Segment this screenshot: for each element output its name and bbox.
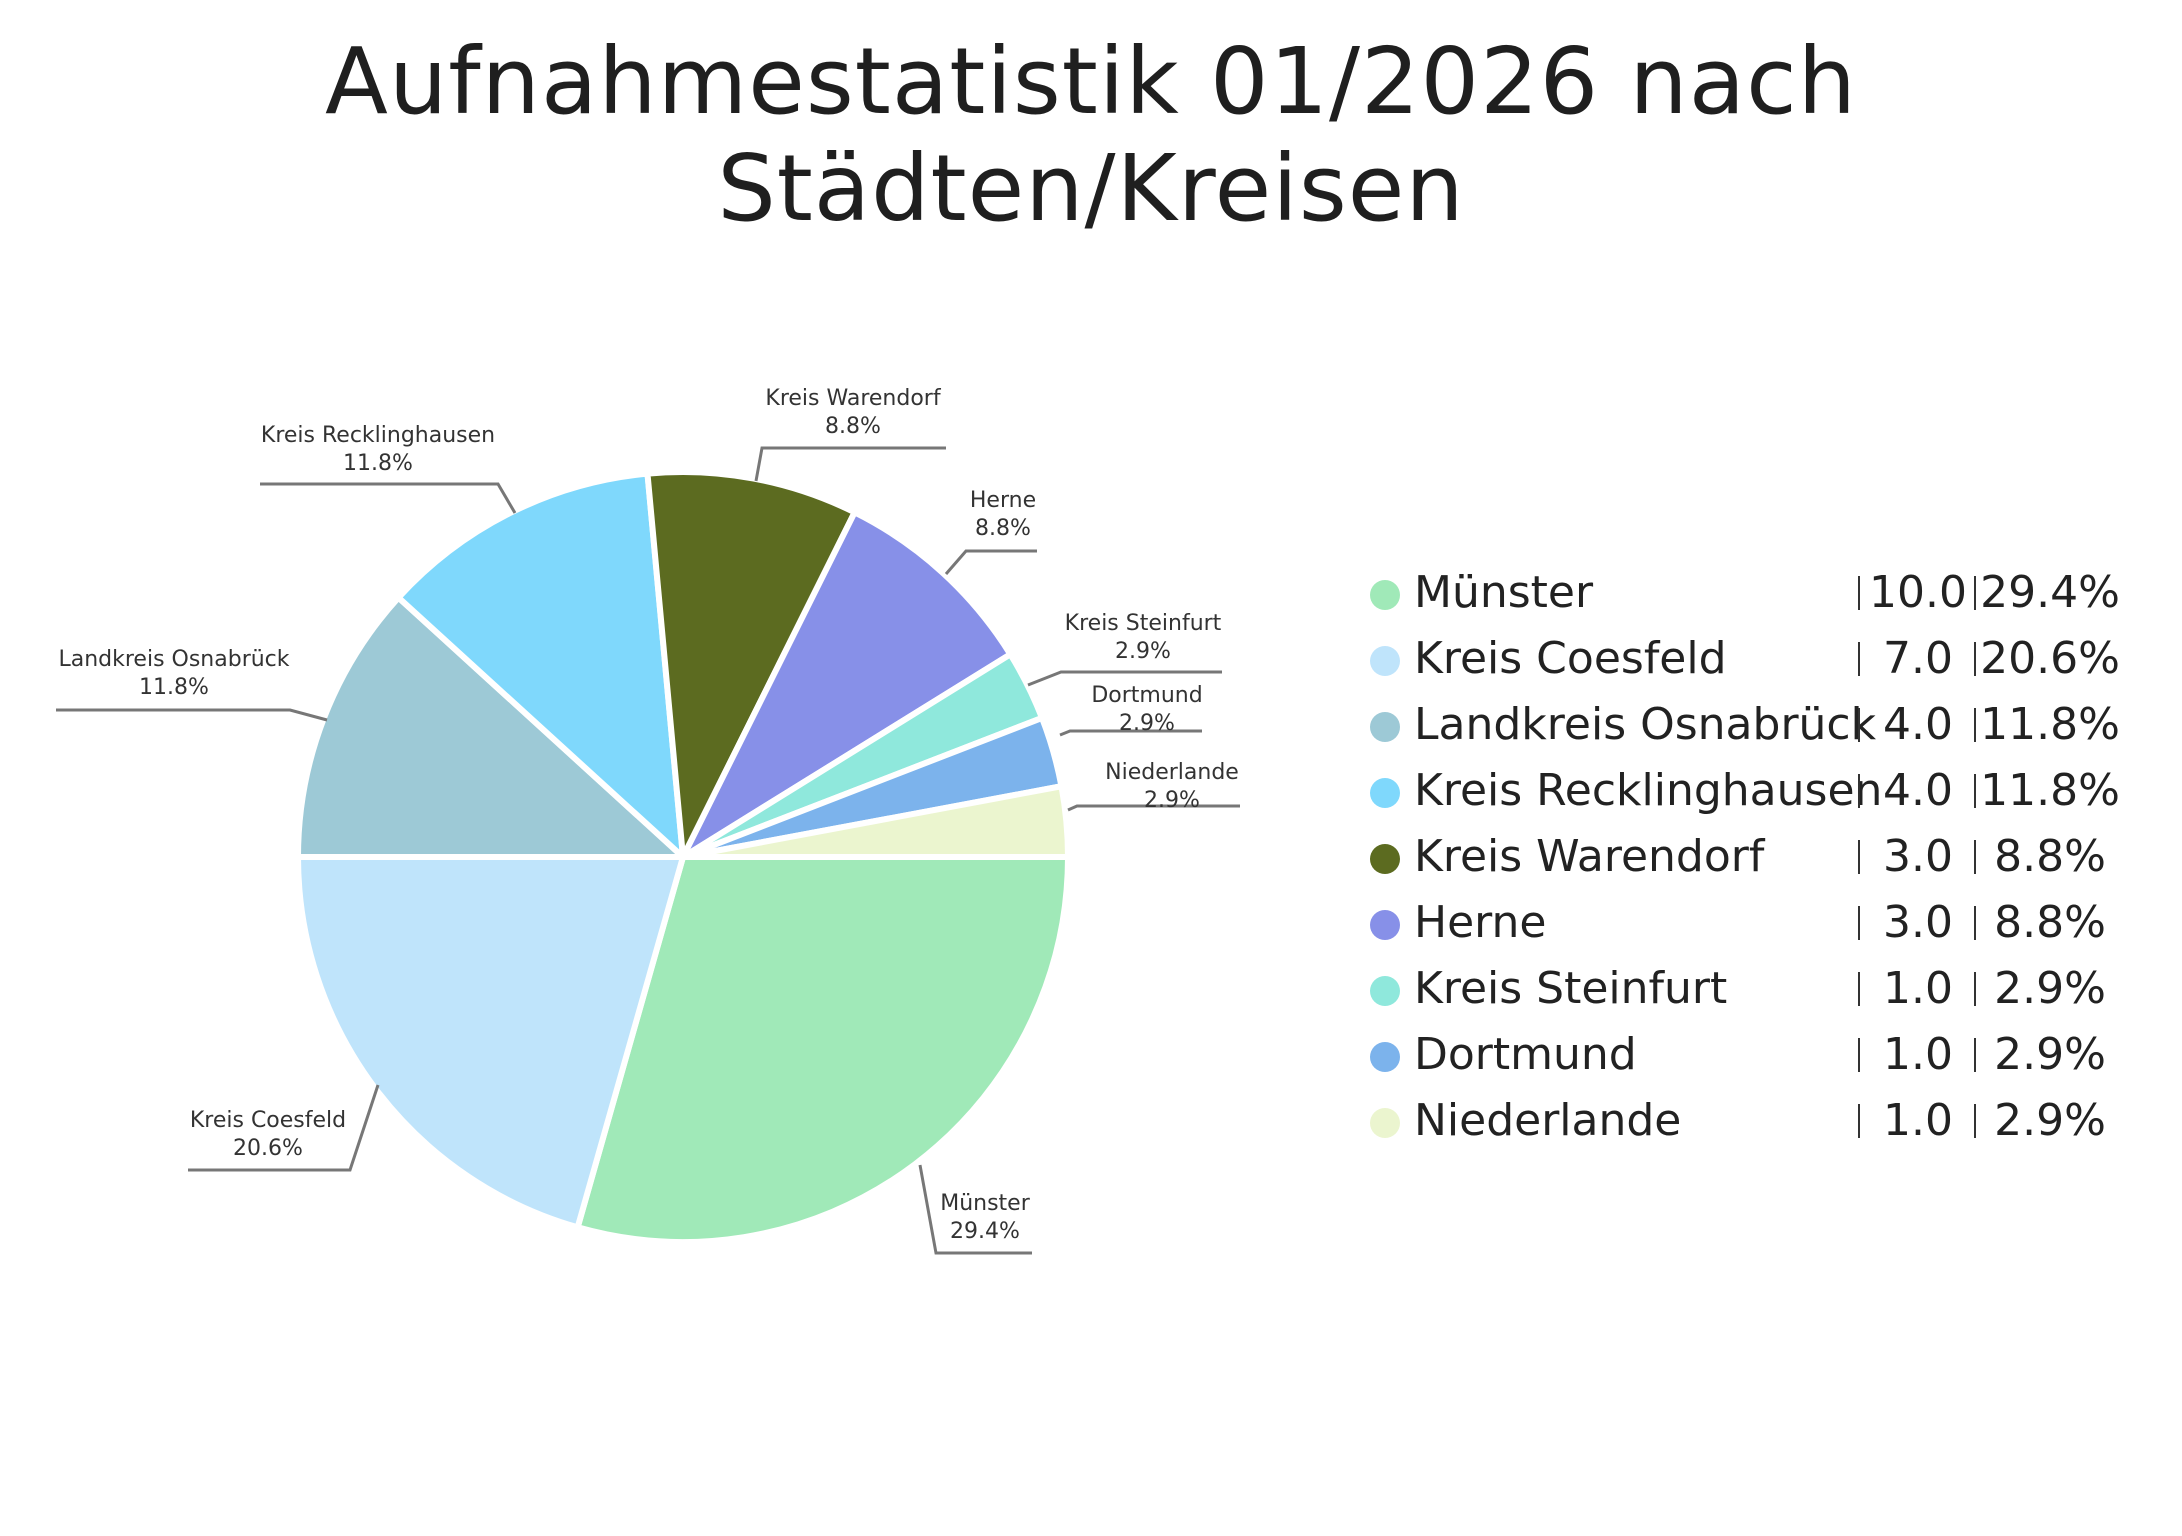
legend-label: Niederlande: [1414, 1095, 1682, 1146]
pie-slice-herne: [680, 509, 1014, 860]
slice-label-percent-kreis-recklinghausen: 11.8%: [343, 451, 413, 476]
legend-value: 7.0: [1883, 633, 1953, 684]
legend-label: Landkreis Osnabrück: [1414, 699, 1877, 750]
slice-label-name-niederlande: Niederlande: [1105, 760, 1239, 785]
legend-divider: [1974, 840, 1976, 874]
legend-swatch: [1370, 1042, 1400, 1072]
legend-divider: [1974, 906, 1976, 940]
pie-slice-labels: Münster 29.4% Kreis Coesfeld 20.6% Landkreis…: [56, 386, 1240, 1255]
legend-label: Dortmund: [1414, 1029, 1637, 1080]
legend-percent: 8.8%: [1994, 831, 2106, 882]
legend-swatch: [1370, 712, 1400, 742]
legend-percent: 2.9%: [1994, 1029, 2106, 1080]
legend-value: 4.0: [1883, 765, 1953, 816]
legend-percent: 2.9%: [1994, 963, 2106, 1014]
leader-line-kreis-warendorf: [754, 446, 946, 482]
legend-label: Münster: [1414, 567, 1594, 618]
slice-label-percent-landkreis-osnabruck: 11.8%: [139, 675, 209, 700]
pie-slice-kreis-recklinghausen: [395, 470, 686, 860]
legend-label: Kreis Warendorf: [1414, 831, 1765, 882]
legend-divider: [1858, 642, 1860, 676]
slice-label-name-herne: Herne: [970, 488, 1036, 513]
legend-value: 4.0: [1883, 699, 1953, 750]
legend-divider: [1858, 906, 1860, 940]
legend-divider: [1858, 1104, 1860, 1138]
slice-label-percent-niederlande: 2.9%: [1144, 788, 1200, 813]
legend-label: Kreis Coesfeld: [1414, 633, 1727, 684]
legend-value: 1.0: [1883, 963, 1953, 1014]
slice-label-percent-kreis-warendorf: 8.8%: [825, 414, 881, 439]
slice-label-name-dortmund: Dortmund: [1091, 683, 1202, 708]
pie-slices: [295, 469, 1071, 1245]
legend-label: Kreis Steinfurt: [1414, 963, 1728, 1014]
slice-label-percent-dortmund: 2.9%: [1119, 711, 1175, 736]
legend-value: 1.0: [1883, 1029, 1953, 1080]
legend-percent: 11.8%: [1980, 765, 2120, 816]
legend-percent: 8.8%: [1994, 897, 2106, 948]
leader-line-kreis-recklinghausen: [260, 482, 517, 514]
leader-line-herne: [944, 549, 1037, 575]
legend-divider: [1974, 708, 1976, 742]
legend-swatch: [1370, 778, 1400, 808]
legend-divider: [1974, 642, 1976, 676]
legend-label: Kreis Recklinghausen: [1414, 765, 1883, 816]
legend-divider: [1974, 774, 1976, 808]
slice-label-name-kreis-steinfurt: Kreis Steinfurt: [1065, 611, 1222, 636]
legend-divider: [1974, 972, 1976, 1006]
chart-title: Aufnahmestatistik 01/2026 nach Städten/K…: [325, 28, 1857, 242]
slice-label-percent-kreis-coesfeld: 20.6%: [233, 1136, 303, 1161]
legend-swatch: [1370, 580, 1400, 610]
legend-swatch: [1370, 646, 1400, 676]
leader-line-munster: [918, 1164, 1032, 1255]
legend-divider: [1974, 1038, 1976, 1072]
legend-swatch: [1370, 1108, 1400, 1138]
leader-line-landkreis-osnabruck: [56, 708, 328, 722]
legend-value: 3.0: [1883, 831, 1953, 882]
leader-line-dortmund: [1059, 729, 1202, 737]
legend-label: Herne: [1414, 897, 1547, 948]
slice-label-percent-herne: 8.8%: [975, 516, 1031, 541]
slice-label-name-kreis-warendorf: Kreis Warendorf: [765, 386, 941, 411]
legend-divider: [1858, 840, 1860, 874]
legend-divider: [1858, 972, 1860, 1006]
legend-divider: [1974, 576, 1976, 610]
leader-line-niederlande: [1067, 804, 1240, 812]
pie-slice-munster: [574, 854, 1071, 1245]
leader-line-kreis-steinfurt: [1027, 670, 1222, 687]
slice-label-percent-munster: 29.4%: [950, 1219, 1020, 1244]
legend-swatch: [1370, 844, 1400, 874]
legend-divider: [1858, 576, 1860, 610]
pie-slice-niederlande: [680, 783, 1071, 860]
slice-label-name-kreis-recklinghausen: Kreis Recklinghausen: [261, 423, 495, 448]
legend-divider: [1974, 1104, 1976, 1138]
legend-divider: [1858, 1038, 1860, 1072]
slice-label-name-kreis-coesfeld: Kreis Coesfeld: [190, 1108, 346, 1133]
legend-divider: [1858, 708, 1860, 742]
legend-swatch: [1370, 976, 1400, 1006]
legend-percent: 20.6%: [1980, 633, 2120, 684]
legend-value: 10.0: [1869, 567, 1967, 618]
legend-swatch: [1370, 910, 1400, 940]
legend-percent: 11.8%: [1980, 699, 2120, 750]
legend-percent: 2.9%: [1994, 1095, 2106, 1146]
legend-value: 3.0: [1883, 897, 1953, 948]
slice-label-percent-kreis-steinfurt: 2.9%: [1115, 639, 1171, 664]
leader-line-kreis-coesfeld: [188, 1084, 380, 1172]
legend-divider: [1858, 774, 1860, 808]
legend-percent: 29.4%: [1980, 567, 2120, 618]
slice-label-name-landkreis-osnabruck: Landkreis Osnabrück: [58, 647, 289, 672]
legend-value: 1.0: [1883, 1095, 1953, 1146]
slice-label-name-munster: Münster: [940, 1191, 1030, 1216]
pie-slice-kreis-warendorf: [644, 469, 858, 860]
